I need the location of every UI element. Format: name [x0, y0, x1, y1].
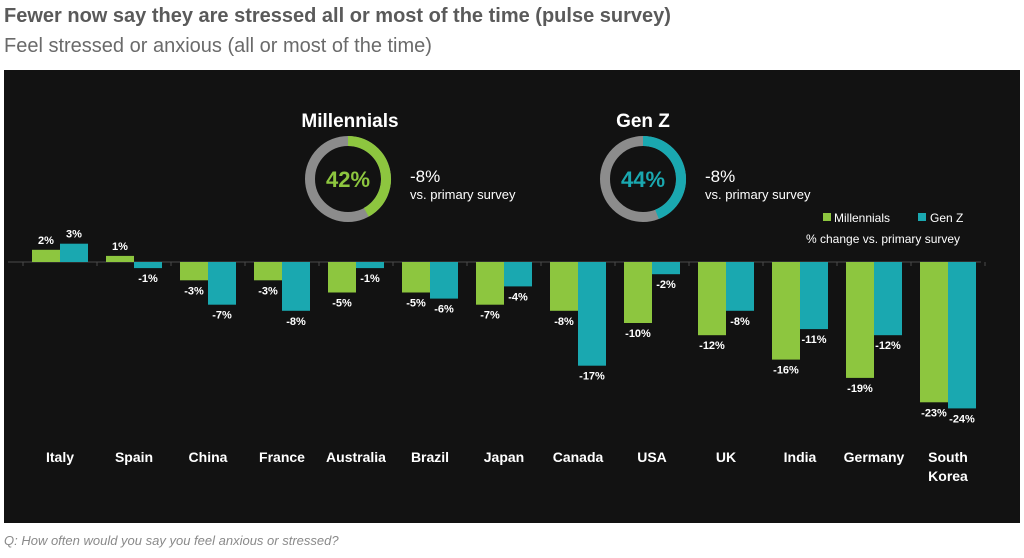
bar-millennials-france [254, 262, 282, 281]
bar-millennials-germany [846, 262, 874, 378]
data-label-genz-brazil: -6% [434, 304, 454, 316]
genz-donut-change: -8% [705, 167, 735, 186]
legend-note: % change vs. primary survey [806, 232, 960, 246]
chart-subtitle: Feel stressed or anxious (all or most of… [4, 35, 432, 57]
legend-swatch-millennials [823, 213, 831, 221]
data-label-genz-india: -11% [801, 334, 826, 346]
bar-millennials-spain [106, 255, 134, 262]
bar-genz-australia [356, 262, 384, 269]
data-label-millennials-india: -16% [773, 365, 799, 377]
category-label-china: China [189, 449, 228, 465]
bar-millennials-italy [32, 249, 60, 262]
bar-millennials-south-korea [920, 262, 948, 403]
bar-millennials-australia [328, 262, 356, 293]
legend-label-genz: Gen Z [930, 211, 963, 225]
category-label-india: India [784, 449, 817, 465]
data-label-millennials-canada: -8% [554, 316, 574, 328]
bar-millennials-india [772, 262, 800, 360]
data-label-genz-australia: -1% [360, 273, 380, 285]
data-label-millennials-uk: -12% [699, 340, 725, 352]
axis-ticks [22, 262, 986, 266]
millennials-ring-value [347, 136, 391, 217]
data-label-genz-canada: -17% [579, 371, 605, 383]
millennials-donut: Millennials 42% -8% vs. primary survey [301, 111, 516, 222]
data-label-millennials-japan: -7% [480, 310, 500, 322]
data-label-millennials-south-korea: -23% [921, 407, 947, 419]
bar-millennials-usa [624, 262, 652, 323]
bar-genz-germany [874, 262, 902, 336]
data-label-genz-germany: -12% [875, 340, 901, 352]
bar-genz-italy [60, 243, 88, 262]
data-label-millennials-brazil: -5% [406, 298, 426, 310]
bar-millennials-japan [476, 262, 504, 305]
category-label-spain: Spain [115, 449, 153, 465]
bar-genz-brazil [430, 262, 458, 299]
bar-genz-canada [578, 262, 606, 366]
millennials-donut-change-note: vs. primary survey [410, 187, 516, 202]
bar-millennials-canada [550, 262, 578, 311]
bar-genz-south-korea [948, 262, 976, 409]
category-labels: Italy Spain China France Australia Brazil Japa… [46, 449, 968, 484]
bar-genz-india [800, 262, 828, 330]
data-label-millennials-germany: -19% [847, 383, 873, 395]
bar-millennials-china [180, 262, 208, 281]
data-label-genz-china: -7% [212, 310, 232, 322]
category-label-france: France [259, 449, 305, 465]
millennials-donut-value: 42% [326, 167, 370, 192]
data-label-millennials-china: -3% [184, 285, 204, 297]
bar-genz-china [208, 262, 236, 305]
data-label-genz-japan: -4% [508, 291, 528, 303]
category-label-uk: UK [716, 449, 736, 465]
category-label-usa: USA [637, 449, 667, 465]
millennials-donut-title: Millennials [301, 111, 398, 132]
bars-layer: 2% 3% 1% -1% -3% -7% -3% -8% -5% -1% -5% -6% -7% -4% -… [32, 229, 976, 425]
data-label-millennials-france: -3% [258, 285, 278, 297]
data-label-millennials-usa: -10% [625, 328, 651, 340]
bar-genz-spain [134, 262, 162, 269]
data-label-millennials-spain: 1% [112, 241, 128, 253]
data-label-genz-italy: 3% [66, 229, 82, 241]
category-label-canada: Canada [553, 449, 604, 465]
data-label-genz-uk: -8% [730, 316, 750, 328]
genz-donut-change-note: vs. primary survey [705, 187, 811, 202]
bar-genz-japan [504, 262, 532, 287]
footnote: Q: How often would you say you feel anxi… [4, 533, 339, 548]
bar-genz-france [282, 262, 310, 311]
chart-panel: Millennials 42% -8% vs. primary survey G… [4, 70, 1020, 523]
category-label-japan: Japan [484, 449, 524, 465]
category-label-brazil: Brazil [411, 449, 449, 465]
millennials-donut-change: -8% [410, 167, 440, 186]
data-label-genz-france: -8% [286, 316, 306, 328]
genz-donut-value: 44% [621, 167, 665, 192]
legend-label-millennials: Millennials [834, 211, 890, 225]
bar-millennials-uk [698, 262, 726, 336]
genz-donut-title: Gen Z [616, 111, 670, 132]
data-label-genz-spain: -1% [138, 273, 158, 285]
chart-title: Fewer now say they are stressed all or m… [4, 5, 671, 27]
data-label-genz-usa: -2% [656, 279, 676, 291]
bar-genz-uk [726, 262, 754, 311]
legend-swatch-genz [918, 213, 926, 221]
category-label-italy: Italy [46, 449, 74, 465]
data-label-millennials-australia: -5% [332, 298, 352, 310]
bar-chart: Millennials 42% -8% vs. primary survey G… [8, 111, 986, 484]
category-label-australia: Australia [326, 449, 386, 465]
genz-ring-value [642, 136, 686, 219]
chart-legend: Millennials Gen Z % change vs. primary s… [806, 211, 963, 246]
category-label-germany: Germany [844, 449, 905, 465]
bar-millennials-brazil [402, 262, 430, 293]
data-label-genz-south-korea: -24% [949, 413, 975, 425]
category-label-south-korea: South Korea [928, 449, 968, 484]
bar-genz-usa [652, 262, 680, 275]
genz-donut: Gen Z 44% -8% vs. primary survey [600, 111, 811, 222]
data-label-millennials-italy: 2% [38, 235, 54, 247]
